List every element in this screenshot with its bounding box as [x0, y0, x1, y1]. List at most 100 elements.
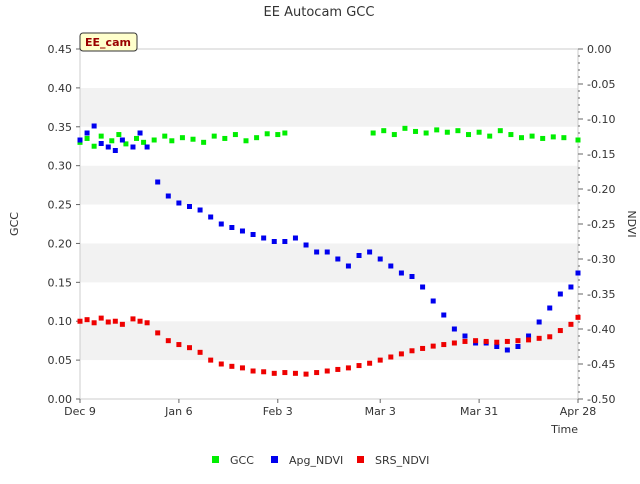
point-gcc	[370, 130, 376, 136]
point-srs-ndvi	[547, 334, 553, 340]
point-srs-ndvi	[155, 330, 161, 336]
legend-srs-ndvi-swatch	[357, 456, 364, 463]
point-srs-ndvi	[239, 365, 245, 371]
point-apg-ndvi	[536, 319, 542, 325]
point-srs-ndvi	[335, 366, 341, 372]
grid-band	[80, 126, 578, 166]
point-srs-ndvi	[526, 337, 532, 343]
point-gcc	[109, 138, 115, 144]
point-apg-ndvi	[398, 270, 404, 276]
point-gcc	[179, 135, 185, 141]
point-srs-ndvi	[144, 320, 150, 326]
point-apg-ndvi	[98, 141, 104, 146]
point-srs-ndvi	[91, 320, 97, 326]
site-tag: EE_cam	[79, 32, 138, 52]
point-gcc	[190, 136, 196, 142]
y-right-tick-label: -0.05	[587, 78, 615, 91]
point-gcc	[254, 135, 260, 141]
point-gcc	[455, 128, 461, 134]
point-srs-ndvi	[186, 345, 192, 351]
point-srs-ndvi	[483, 338, 489, 344]
y-right-tick-label: -0.15	[587, 148, 615, 161]
point-apg-ndvi	[84, 130, 90, 136]
point-apg-ndvi	[176, 200, 182, 206]
point-srs-ndvi	[494, 339, 500, 345]
point-gcc	[232, 132, 238, 138]
point-srs-ndvi	[130, 316, 136, 322]
point-apg-ndvi	[462, 333, 468, 339]
point-apg-ndvi	[557, 291, 563, 297]
point-gcc	[381, 128, 387, 134]
y-left-tick-label: 0.20	[48, 237, 73, 250]
y-axis-left-title: GCC	[8, 212, 21, 236]
point-srs-ndvi	[420, 345, 426, 351]
x-tick-label: Dec 9	[64, 405, 96, 418]
legend-gcc-label: GCC	[230, 454, 254, 467]
point-apg-ndvi	[451, 326, 457, 332]
point-srs-ndvi	[441, 342, 447, 348]
legend-apg-ndvi-label: Apg_NDVI	[289, 454, 343, 467]
point-gcc	[529, 133, 535, 139]
point-apg-ndvi	[144, 144, 150, 150]
y-left-tick-label: 0.45	[48, 43, 73, 56]
point-srs-ndvi	[409, 348, 415, 354]
point-srs-ndvi	[557, 328, 563, 334]
point-apg-ndvi	[208, 214, 214, 220]
point-srs-ndvi	[473, 338, 479, 344]
point-apg-ndvi	[575, 270, 581, 276]
point-apg-ndvi	[282, 239, 288, 244]
point-apg-ndvi	[130, 144, 136, 150]
y-right-tick-label: -0.30	[587, 253, 615, 266]
y-right-tick-label: -0.50	[587, 393, 615, 406]
point-srs-ndvi	[197, 349, 203, 355]
point-srs-ndvi	[314, 370, 320, 376]
point-srs-ndvi	[377, 357, 383, 363]
point-apg-ndvi	[186, 204, 192, 209]
y-right-tick-label: -0.25	[587, 218, 615, 231]
grid-band	[80, 243, 578, 283]
point-srs-ndvi	[176, 342, 182, 348]
point-gcc	[444, 129, 450, 135]
point-apg-ndvi	[292, 235, 298, 241]
point-srs-ndvi	[165, 338, 171, 344]
y-left-tick-label: 0.30	[48, 160, 73, 173]
point-apg-ndvi	[504, 347, 510, 353]
point-gcc	[169, 138, 175, 144]
point-apg-ndvi	[430, 298, 436, 304]
point-apg-ndvi	[261, 235, 267, 241]
point-gcc	[540, 135, 546, 141]
point-srs-ndvi	[462, 338, 468, 344]
point-apg-ndvi	[197, 207, 203, 213]
data-points	[77, 123, 581, 377]
point-apg-ndvi	[345, 263, 351, 269]
y-right-tick-label: 0.00	[587, 43, 612, 56]
point-srs-ndvi	[218, 361, 224, 367]
grid-band	[80, 204, 578, 244]
point-gcc	[497, 128, 503, 134]
point-apg-ndvi	[77, 137, 83, 143]
y-right-tick-label: -0.45	[587, 358, 615, 371]
point-gcc	[151, 137, 157, 143]
point-apg-ndvi	[229, 225, 235, 230]
point-srs-ndvi	[282, 370, 288, 376]
point-apg-ndvi	[137, 130, 143, 136]
point-apg-ndvi	[271, 239, 277, 244]
point-srs-ndvi	[112, 318, 118, 324]
point-gcc	[423, 130, 429, 136]
point-srs-ndvi	[367, 360, 373, 366]
point-gcc	[508, 132, 514, 138]
point-srs-ndvi	[229, 363, 235, 369]
grid-band	[80, 282, 578, 322]
point-gcc	[141, 139, 147, 145]
point-srs-ndvi	[261, 369, 267, 375]
y-left-tick-label: 0.15	[48, 276, 73, 289]
y-axis-right-title: NDVI	[625, 210, 638, 237]
point-gcc	[264, 131, 270, 137]
site-tag-box	[79, 32, 138, 52]
point-srs-ndvi	[77, 318, 83, 324]
point-apg-ndvi	[239, 228, 245, 234]
point-apg-ndvi	[515, 344, 521, 349]
y-axis-left: 0.00 0.05 0.10 0.15 0.20 0.25 0.30 0.35 0.40 0.45	[48, 43, 80, 406]
point-gcc	[466, 132, 472, 138]
